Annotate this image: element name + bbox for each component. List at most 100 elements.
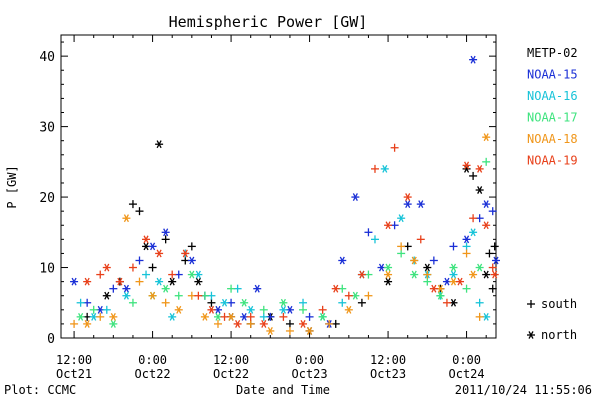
- legend-entry-noaa-17: NOAA-17: [527, 111, 578, 125]
- data-point-noaa-15: [187, 256, 196, 265]
- x-tick-time: 12:00: [370, 353, 406, 367]
- plot-frame: [60, 34, 497, 339]
- data-point-noaa-19: [246, 312, 255, 321]
- data-point-metp-02: [285, 319, 294, 328]
- data-point-noaa-17: [475, 263, 484, 272]
- data-point-noaa-15: [416, 200, 425, 209]
- data-point-noaa-18: [344, 305, 353, 314]
- x-tick-date: Oct21: [56, 367, 92, 381]
- data-point-noaa-17: [161, 284, 170, 293]
- data-point-noaa-19: [168, 270, 177, 279]
- data-point-noaa-16: [220, 298, 229, 307]
- data-point-noaa-17: [318, 312, 327, 321]
- data-point-noaa-19: [344, 291, 353, 300]
- data-point-noaa-15: [253, 284, 262, 293]
- data-point-noaa-16: [259, 312, 268, 321]
- data-point-metp-02: [475, 186, 484, 194]
- y-axis: 0 10 20 30 40: [39, 41, 496, 347]
- data-point-noaa-15: [305, 312, 314, 321]
- chart-title: Hemispheric Power [GW]: [169, 13, 368, 31]
- data-point-noaa-19: [181, 249, 190, 258]
- data-point-noaa-17: [423, 277, 432, 286]
- data-point-metp-02: [155, 140, 164, 149]
- data-point-noaa-16: [122, 291, 131, 300]
- x-tick-date: Oct23: [370, 367, 406, 381]
- data-point-noaa-19: [462, 161, 471, 170]
- data-point-noaa-16: [338, 298, 347, 307]
- y-tick-label: 10: [39, 262, 55, 277]
- data-point-noaa-19: [259, 319, 268, 328]
- data-point-noaa-19: [96, 270, 105, 279]
- x-tick-time: 0:00: [138, 353, 167, 367]
- legend-entry-metp-02: METP-02: [527, 46, 578, 60]
- data-point-noaa-15: [469, 55, 478, 64]
- data-point-noaa-17: [397, 249, 406, 258]
- data-point-noaa-18: [200, 312, 209, 321]
- x-tick-date: Oct22: [135, 367, 171, 381]
- data-point-metp-02: [168, 277, 177, 286]
- data-point-metp-02: [148, 263, 157, 272]
- data-point-noaa-16: [279, 305, 288, 314]
- data-point-noaa-17: [462, 284, 471, 293]
- data-point-noaa-18: [423, 270, 432, 279]
- data-point-noaa-17: [384, 263, 393, 272]
- data-point-metp-02: [207, 298, 216, 307]
- data-point-noaa-18: [285, 326, 294, 335]
- data-point-noaa-15: [122, 284, 131, 293]
- data-point-metp-02: [469, 171, 478, 180]
- data-point-noaa-15: [482, 200, 491, 209]
- x-tick-time: 12:00: [56, 353, 92, 367]
- legend-entry-noaa-19: NOAA-19: [527, 154, 578, 168]
- data-point-metp-02: [485, 249, 494, 258]
- data-point-noaa-18: [397, 242, 406, 251]
- data-point-metp-02: [490, 242, 499, 251]
- data-point-noaa-18: [213, 319, 222, 328]
- data-point-noaa-19: [115, 277, 124, 286]
- y-axis-label: P [GW]: [5, 165, 19, 208]
- data-point-noaa-18: [325, 319, 334, 328]
- data-point-noaa-18: [109, 312, 118, 321]
- plot-credit: Plot: CCMC: [4, 383, 76, 397]
- data-point-noaa-16: [102, 305, 111, 314]
- data-point-metp-02: [384, 277, 393, 286]
- marker-legend-symbol-north: [527, 331, 535, 339]
- data-point-metp-02: [161, 235, 170, 244]
- data-point-noaa-15: [70, 277, 79, 286]
- x-tick-date: Oct22: [213, 367, 249, 381]
- data-point-noaa-16: [76, 298, 85, 307]
- data-point-metp-02: [128, 200, 137, 209]
- data-point-noaa-17: [436, 291, 445, 300]
- data-point-noaa-17: [482, 157, 491, 166]
- timestamp: 2011/10/24 11:55:06: [455, 383, 592, 397]
- data-point-noaa-19: [318, 305, 327, 314]
- x-axis: 12:00Oct210:00Oct2212:00Oct220:00Oct2312…: [56, 35, 487, 381]
- data-point-noaa-18: [135, 277, 144, 286]
- data-point-noaa-18: [364, 291, 373, 300]
- data-point-metp-02: [187, 242, 196, 251]
- x-tick-time: 12:00: [213, 353, 249, 367]
- data-point-noaa-15: [462, 235, 471, 244]
- data-point-noaa-16: [370, 235, 379, 244]
- data-point-noaa-19: [220, 312, 229, 321]
- data-point-noaa-17: [128, 298, 137, 307]
- data-point-noaa-17: [76, 312, 85, 321]
- data-point-noaa-16: [299, 298, 308, 307]
- data-point-metp-02: [357, 298, 366, 307]
- data-point-noaa-15: [109, 284, 118, 293]
- data-point-noaa-18: [462, 249, 471, 258]
- data-point-noaa-17: [410, 270, 419, 279]
- data-point-noaa-19: [233, 319, 242, 328]
- x-tick-date: Oct24: [449, 367, 485, 381]
- legend-entry-noaa-18: NOAA-18: [527, 132, 578, 146]
- data-point-noaa-19: [403, 193, 412, 201]
- data-point-noaa-18: [148, 291, 157, 300]
- data-point-metp-02: [482, 270, 491, 279]
- data-point-noaa-15: [148, 242, 157, 251]
- data-point-noaa-15: [403, 200, 412, 209]
- data-point-noaa-18: [482, 133, 491, 142]
- data-point-noaa-16: [462, 242, 471, 251]
- data-point-noaa-15: [449, 242, 458, 251]
- data-point-noaa-19: [83, 277, 92, 286]
- data-point-noaa-19: [490, 270, 499, 279]
- data-point-metp-02: [135, 207, 144, 216]
